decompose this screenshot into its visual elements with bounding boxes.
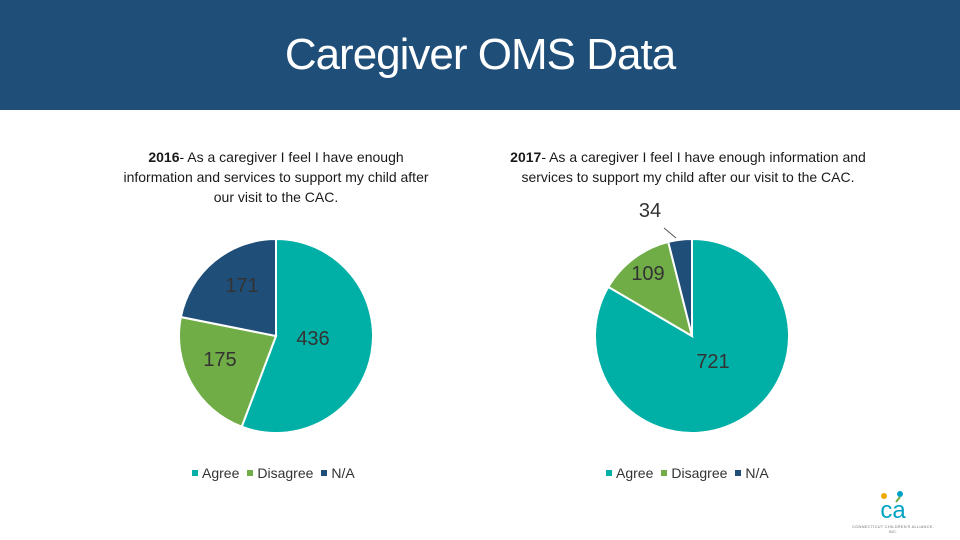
data-label: 175: [203, 349, 236, 371]
data-label: 171: [225, 275, 258, 297]
legend-label: Disagree: [257, 465, 314, 481]
pie-slice-na: [179, 237, 277, 338]
pie-slice-disagree: [606, 240, 694, 339]
chart-title-2016: 2016- As a caregiver I feel I have enoug…: [118, 147, 434, 207]
legend-label: Agree: [616, 465, 654, 481]
legend-item-agree: Agree: [606, 465, 653, 481]
legend-label: N/A: [745, 465, 769, 481]
data-label: 109: [631, 263, 664, 285]
chart-title-text: - As a caregiver I feel I have enough in…: [123, 149, 429, 205]
pie-slice-na: [667, 237, 693, 337]
chart-title-year: 2016: [148, 149, 180, 165]
chart-title-2017: 2017- As a caregiver I feel I have enoug…: [500, 147, 876, 187]
legend-2017: Agree Disagree N/A: [606, 465, 769, 481]
pie-slice-agree: [240, 237, 374, 434]
legend-label: Disagree: [671, 465, 728, 481]
chart-title-year: 2017: [510, 149, 542, 165]
logo-text: ca: [880, 497, 906, 524]
legend-label: N/A: [331, 465, 355, 481]
chart-title-text: - As a caregiver I feel I have enough in…: [521, 149, 866, 185]
data-label: 436: [296, 328, 329, 350]
legend-item-disagree: Disagree: [661, 465, 727, 481]
leader-line: [663, 227, 677, 239]
legend-swatch: [321, 470, 328, 476]
data-label: 721: [696, 351, 729, 373]
logo-mark: ca: [880, 491, 906, 524]
header-banner: Caregiver OMS Data: [0, 0, 960, 110]
legend-swatch: [192, 470, 198, 476]
legend-swatch: [247, 470, 254, 476]
cca-logo: ca CONNECTICUT CHILDREN'S ALLIANCE, INC.: [848, 488, 938, 534]
legend-item-disagree: Disagree: [247, 465, 313, 481]
data-label: 34: [639, 200, 661, 222]
logo-org-name: CONNECTICUT CHILDREN'S ALLIANCE, INC.: [852, 524, 934, 534]
legend-swatch: [661, 470, 668, 476]
page-title: Caregiver OMS Data: [284, 30, 676, 79]
legend-swatch: [735, 470, 742, 476]
legend-swatch: [606, 470, 612, 476]
pie-slice-disagree: [178, 315, 278, 429]
legend-item-na: N/A: [321, 465, 355, 481]
legend-item-agree: Agree: [192, 465, 239, 481]
legend-item-na: N/A: [735, 465, 769, 481]
legend-label: Agree: [202, 465, 240, 481]
legend-2016: Agree Disagree N/A: [192, 465, 355, 481]
